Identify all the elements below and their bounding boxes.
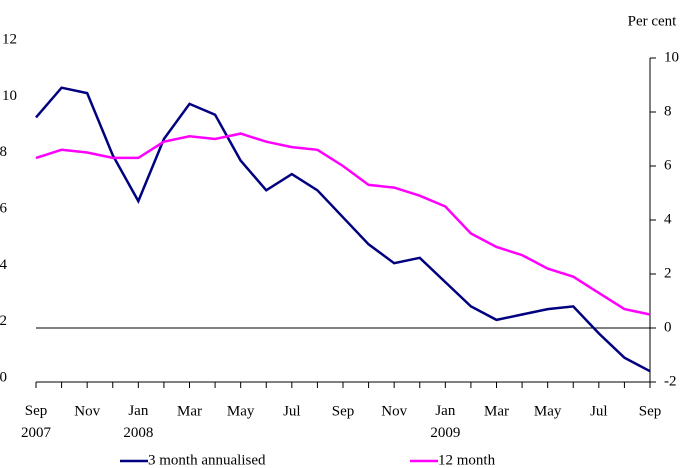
legend-label: 3 month annualised [148, 452, 266, 468]
x-tick-label: Jan 2008 [123, 403, 153, 441]
x-tick-label: Sep [332, 403, 355, 419]
left-y-tick-label: 0 [0, 369, 7, 385]
y-tick-label: 10 [664, 49, 679, 65]
y-tick-label: 6 [664, 157, 672, 173]
series-line [35, 132, 651, 316]
x-tick-label: Sep 2007 [21, 403, 52, 441]
legend-label: 12 month [438, 452, 496, 468]
y-tick-label: 4 [664, 211, 672, 227]
x-tick-label: Mar [484, 403, 509, 419]
x-tick-label: Nov [74, 403, 100, 419]
x-tick-label: Mar [177, 403, 202, 419]
left-y-tick-label: 6 [0, 200, 8, 216]
x-tick-label: Jul [283, 403, 301, 419]
left-y-tick-label: 2 [0, 313, 7, 329]
x-tick-label: Sep [639, 403, 662, 419]
x-tick-label: Jul [590, 403, 608, 419]
y-tick-label: 0 [664, 319, 672, 335]
x-tick-label: May [227, 403, 255, 419]
x-tick-label: Jan 2009 [430, 403, 460, 441]
left-y-tick-label: 12 [2, 31, 17, 47]
series-line [35, 86, 651, 373]
y-tick-label: -2 [664, 373, 677, 389]
y-tick-label: 8 [664, 103, 672, 119]
left-y-tick-label: 10 [2, 88, 17, 104]
y-tick-label: 2 [664, 265, 672, 281]
x-tick-label: Nov [381, 403, 407, 419]
left-y-tick-label: 4 [0, 257, 8, 273]
x-tick-label: May [534, 403, 562, 419]
left-y-tick-label: 8 [0, 144, 7, 160]
y-axis-label: Per cent [628, 13, 678, 29]
